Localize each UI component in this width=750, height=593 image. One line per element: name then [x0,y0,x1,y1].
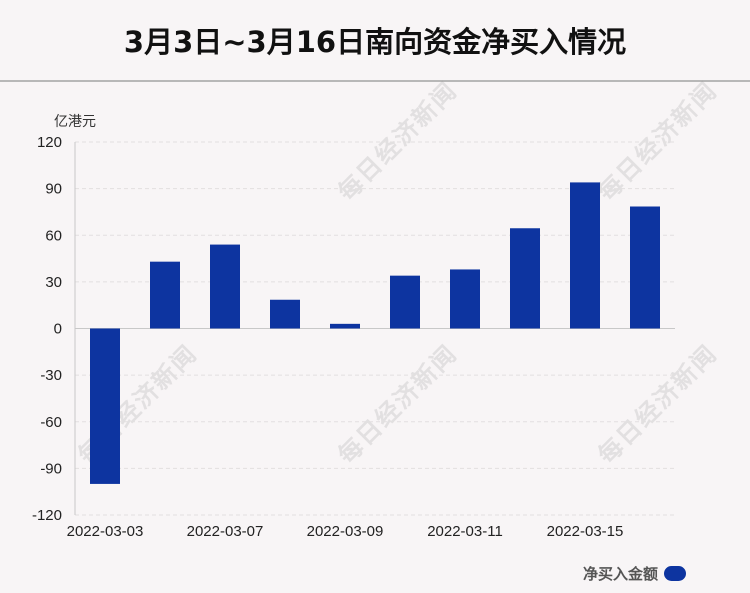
x-tick-label: 2022-03-15 [547,523,624,540]
x-tick-label: 2022-03-07 [187,523,264,540]
bar-2022-03-04 [150,261,180,329]
y-tick-label: 120 [37,134,62,151]
x-tick-label: 2022-03-03 [67,523,144,540]
legend: 净买入金额 [583,563,686,584]
y-tick-label: 0 [54,321,62,338]
chart-title: 3月3日~3月16日南向资金净买入情况 [123,25,627,59]
bar-2022-03-08 [270,299,300,329]
legend-swatch [664,566,686,581]
y-tick-label: 90 [45,181,62,198]
y-tick-label: 30 [45,274,62,291]
legend-label: 净买入金额 [582,565,658,583]
bar-2022-03-11 [450,269,480,329]
y-tick-label: -30 [40,367,62,384]
bar-2022-03-09 [330,323,360,329]
y-tick-label: -90 [40,460,62,477]
y-unit-label: 亿港元 [54,114,96,130]
bar-2022-03-03 [90,328,120,484]
title-divider [0,80,750,82]
x-tick-label: 2022-03-09 [307,523,384,540]
bar-2022-03-07 [210,244,240,329]
y-tick-label: -60 [40,414,62,431]
bar-2022-03-16 [630,206,660,329]
y-tick-label: 60 [45,227,62,244]
x-tick-label: 2022-03-11 [427,523,503,540]
bar-2022-03-14 [510,228,540,329]
bar-2022-03-10 [390,275,420,329]
y-tick-label: -120 [32,507,62,524]
bar-2022-03-15 [570,182,600,329]
